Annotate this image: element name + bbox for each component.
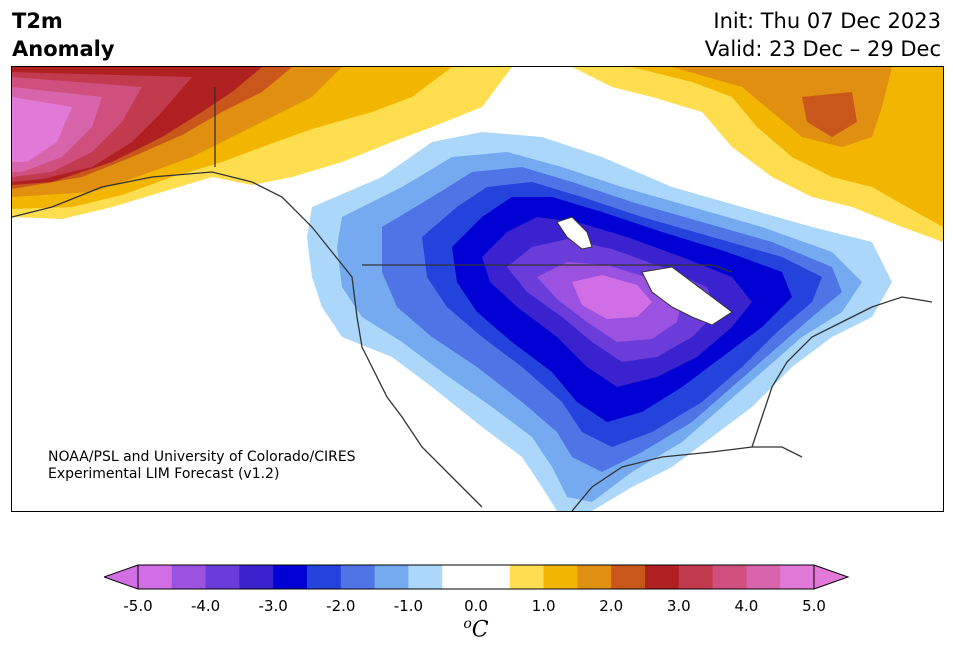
colorbar-segment [476, 565, 511, 589]
forecast-dates: Init: Thu 07 Dec 2023 Valid: 23 Dec – 29… [705, 7, 941, 63]
lake-winnipeg [556, 216, 593, 250]
colorbar-tick-label: -2.0 [326, 597, 356, 615]
colorbar-segment [239, 565, 274, 589]
colorbar-under-arrow [104, 565, 138, 589]
anomaly-contours [12, 67, 943, 511]
colorbar-tick-label: 3.0 [666, 597, 691, 615]
title-subtitle: Anomaly [12, 37, 115, 61]
init-date: Init: Thu 07 Dec 2023 [713, 9, 941, 33]
colorbar-tick-label: 4.0 [734, 597, 759, 615]
credit-text: NOAA/PSL and University of Colorado/CIRE… [48, 449, 356, 483]
colorbar-segment [577, 565, 612, 589]
colorbar-tick-label: -3.0 [258, 597, 288, 615]
colorbar-tick-label: -4.0 [190, 597, 221, 615]
colorbar-segment [374, 565, 409, 589]
colorbar-segment [645, 565, 680, 589]
colorbar-tick-label: 5.0 [802, 597, 826, 615]
unit-base: C [471, 617, 489, 643]
unit-superscript: o [463, 616, 472, 632]
great-lakes [641, 266, 733, 326]
map-title: T2m Anomaly [12, 7, 115, 63]
valid-range: Valid: 23 Dec – 29 Dec [704, 37, 941, 61]
colorbar [104, 564, 850, 590]
colorbar-segment [273, 565, 308, 589]
colorbar-tick-label: -1.0 [393, 597, 424, 615]
colorbar-unit: oC [463, 616, 488, 642]
colorbar-segment [678, 565, 714, 589]
colorbar-tick-label: 1.0 [531, 597, 556, 615]
colorbar-arrow-outline [104, 564, 850, 590]
colorbar-segment [205, 565, 240, 589]
colorbar-segment [307, 565, 342, 589]
colorbar-tick-label: 2.0 [599, 597, 624, 615]
colorbar-tick-label: 0.0 [464, 597, 488, 615]
colorbar-segment [442, 565, 477, 589]
warm-contour-ne-4 [802, 92, 857, 137]
colorbar-segment [780, 565, 815, 589]
credit-line-2: Experimental LIM Forecast (v1.2) [48, 466, 280, 482]
lakes [556, 216, 733, 326]
colorbar-outline [137, 564, 815, 590]
coastlines-borders [12, 87, 933, 511]
anomaly-map-svg [12, 67, 943, 511]
coastline-east [751, 296, 933, 448]
anomaly-map [11, 66, 944, 512]
us-canada-border [362, 264, 733, 273]
colorbar-over-arrow [814, 565, 848, 589]
colorbar-segment [138, 565, 173, 589]
coastline-gulf [571, 446, 803, 511]
cold-contour-9 [572, 275, 652, 319]
warm-contour-9 [12, 97, 72, 162]
title-variable: T2m [12, 9, 63, 33]
colorbar-segment [712, 565, 747, 589]
colorbar-segment [171, 565, 207, 589]
colorbar-segment [509, 565, 545, 589]
colorbar-segment [611, 565, 646, 589]
colorbar-segments [138, 565, 815, 589]
credit-line-1: NOAA/PSL and University of Colorado/CIRE… [48, 449, 356, 465]
coastline-west [12, 171, 483, 508]
colorbar-segment [543, 565, 578, 589]
colorbar-segment [746, 565, 781, 589]
colorbar-segment [408, 565, 443, 589]
colorbar-segment [340, 565, 376, 589]
colorbar-tick-label: -5.0 [123, 597, 153, 615]
